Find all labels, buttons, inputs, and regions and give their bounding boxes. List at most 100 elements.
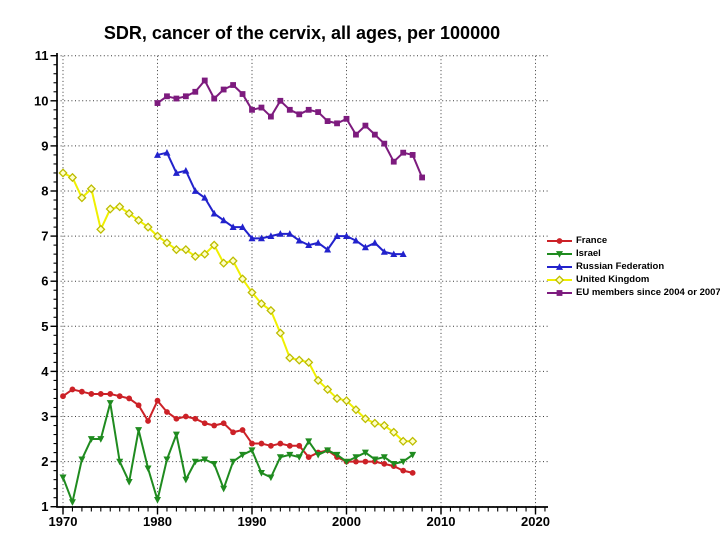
data-point xyxy=(200,249,210,259)
data-point xyxy=(389,427,399,437)
data-point xyxy=(324,245,332,253)
data-point xyxy=(362,458,369,465)
data-point xyxy=(361,449,369,457)
data-point xyxy=(220,485,228,493)
data-point xyxy=(133,215,144,225)
data-point xyxy=(305,241,313,249)
data-point xyxy=(230,82,236,88)
data-point xyxy=(59,474,67,482)
data-point xyxy=(275,328,285,338)
data-point xyxy=(107,391,114,397)
data-point xyxy=(230,429,237,436)
data-point xyxy=(135,427,143,434)
data-point xyxy=(126,395,133,402)
data-point xyxy=(239,223,247,230)
data-point xyxy=(97,391,104,397)
data-point xyxy=(69,386,76,393)
data-point xyxy=(154,397,161,404)
series-line-4 xyxy=(156,79,424,179)
data-point xyxy=(79,388,85,395)
data-point xyxy=(239,451,247,459)
legend-item: Israel xyxy=(546,247,720,260)
data-point xyxy=(78,456,86,464)
data-point xyxy=(182,413,189,420)
y-tick-label: 7 xyxy=(41,229,48,244)
data-point xyxy=(400,467,407,474)
x-tick-label: 1980 xyxy=(143,514,172,529)
data-point xyxy=(276,454,284,461)
x-tick-label: 2000 xyxy=(332,514,361,529)
data-point xyxy=(154,100,161,106)
data-point xyxy=(352,454,360,461)
data-point xyxy=(125,478,133,486)
data-point xyxy=(190,251,200,262)
legend-label: United Kingdom xyxy=(576,274,650,285)
data-point xyxy=(220,86,227,93)
data-point xyxy=(556,289,563,296)
data-point xyxy=(97,436,105,443)
data-point xyxy=(294,355,304,365)
y-tick-label: 2 xyxy=(41,454,48,469)
data-point xyxy=(145,418,151,424)
data-point xyxy=(182,167,190,174)
data-point xyxy=(362,122,369,129)
data-point xyxy=(267,474,275,482)
data-point xyxy=(419,174,425,181)
data-point xyxy=(380,454,388,461)
data-point xyxy=(172,169,180,176)
data-point xyxy=(192,415,199,422)
data-point xyxy=(87,436,95,443)
data-point xyxy=(295,454,303,461)
x-tick-label: 2020 xyxy=(521,514,550,529)
data-point xyxy=(164,93,170,100)
data-point xyxy=(228,256,238,266)
data-point xyxy=(379,420,389,431)
data-point xyxy=(106,400,114,407)
data-point xyxy=(229,458,237,466)
data-point xyxy=(266,305,276,316)
data-point xyxy=(211,422,218,429)
data-point xyxy=(116,393,123,400)
data-point xyxy=(343,458,350,466)
data-point xyxy=(324,447,332,455)
data-point xyxy=(399,250,407,258)
legend-item: Russian Federation xyxy=(546,260,720,273)
data-point xyxy=(229,223,237,230)
data-point xyxy=(370,418,380,428)
data-point xyxy=(201,456,209,464)
data-point xyxy=(210,460,218,468)
legend-label: France xyxy=(576,235,608,246)
data-point xyxy=(210,209,218,217)
data-point xyxy=(353,131,359,138)
y-tick-label: 8 xyxy=(41,184,48,199)
data-point xyxy=(172,431,180,439)
data-point xyxy=(124,208,134,219)
data-point xyxy=(143,222,153,232)
data-point xyxy=(371,239,379,246)
y-tick-label: 9 xyxy=(41,138,48,153)
data-point xyxy=(237,274,248,284)
data-point xyxy=(390,460,398,468)
data-point xyxy=(258,440,265,447)
data-point xyxy=(343,115,350,122)
y-tick-label: 10 xyxy=(34,93,48,108)
data-point xyxy=(390,250,398,258)
data-point xyxy=(315,109,322,115)
legend-marker-icon xyxy=(547,274,572,285)
data-point xyxy=(154,151,161,158)
data-point xyxy=(295,236,303,244)
legend-item: EU members since 2004 or 2007 xyxy=(546,286,720,299)
data-point xyxy=(258,104,265,111)
legend-marker-icon xyxy=(547,250,572,258)
legend-label: Russian Federation xyxy=(576,261,665,272)
legend-marker-icon xyxy=(547,289,572,296)
data-point xyxy=(249,440,255,447)
data-point xyxy=(314,451,322,459)
data-point xyxy=(296,442,303,449)
data-point xyxy=(144,465,152,473)
data-point xyxy=(239,427,246,433)
data-point xyxy=(173,95,180,102)
data-point xyxy=(360,414,371,424)
data-point xyxy=(163,148,171,156)
data-point xyxy=(277,97,284,104)
